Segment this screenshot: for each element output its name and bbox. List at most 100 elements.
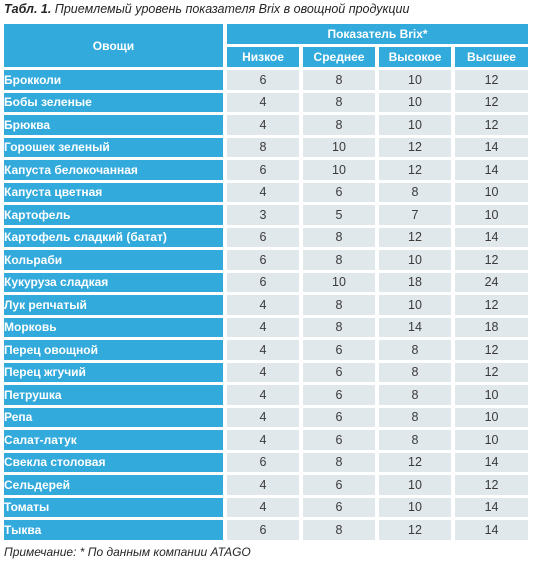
brix-value-medium: 8 bbox=[303, 452, 375, 472]
table-row: Свекла столовая 6 8 12 14 bbox=[4, 452, 529, 472]
level-header-medium: Среднее bbox=[303, 47, 375, 67]
footnote-text: * По данным компании ATAGO bbox=[79, 545, 251, 559]
table-row: Кукуруза сладкая 6 10 18 24 bbox=[4, 272, 529, 292]
table-row: Морковь 4 8 14 18 bbox=[4, 317, 529, 337]
vegetables-header: Овощи bbox=[4, 24, 223, 67]
brix-value-highest: 12 bbox=[455, 340, 529, 360]
table-row: Перец жгучий 4 6 8 12 bbox=[4, 362, 529, 382]
table-row: Брюква 4 8 10 12 bbox=[4, 115, 529, 135]
table-row: Горошек зеленый 8 10 12 14 bbox=[4, 137, 529, 157]
table-row: Бобы зеленые 4 8 10 12 bbox=[4, 92, 529, 112]
brix-value-high: 8 bbox=[379, 362, 451, 382]
table-row: Картофель 3 5 7 10 bbox=[4, 205, 529, 225]
brix-value-low: 4 bbox=[227, 430, 299, 450]
brix-value-highest: 14 bbox=[455, 497, 529, 517]
brix-value-highest: 10 bbox=[455, 430, 529, 450]
vegetable-name: Бобы зеленые bbox=[4, 92, 223, 112]
brix-value-low: 6 bbox=[227, 227, 299, 247]
header-row: Овощи Показатель Brix* bbox=[4, 24, 529, 67]
table-row: Брокколи 6 8 10 12 bbox=[4, 70, 529, 90]
brix-value-low: 4 bbox=[227, 475, 299, 495]
brix-value-highest: 14 bbox=[455, 160, 529, 180]
table-row: Сельдерей 4 6 10 12 bbox=[4, 475, 529, 495]
brix-value-low: 6 bbox=[227, 70, 299, 90]
brix-value-medium: 6 bbox=[303, 385, 375, 405]
vegetable-name: Салат-латук bbox=[4, 430, 223, 450]
table-row: Капуста цветная 4 6 8 10 bbox=[4, 182, 529, 202]
brix-value-low: 4 bbox=[227, 407, 299, 427]
brix-value-high: 10 bbox=[379, 115, 451, 135]
brix-value-low: 6 bbox=[227, 250, 299, 270]
vegetable-name: Горошек зеленый bbox=[4, 137, 223, 157]
brix-value-high: 8 bbox=[379, 182, 451, 202]
brix-value-high: 10 bbox=[379, 92, 451, 112]
brix-value-high: 12 bbox=[379, 452, 451, 472]
brix-value-medium: 8 bbox=[303, 295, 375, 315]
brix-value-high: 12 bbox=[379, 520, 451, 540]
brix-value-low: 4 bbox=[227, 385, 299, 405]
table-header: Овощи Показатель Brix* Низкое Среднее Вы… bbox=[4, 24, 529, 67]
table-row: Лук репчатый 4 8 10 12 bbox=[4, 295, 529, 315]
brix-value-high: 14 bbox=[379, 317, 451, 337]
brix-value-high: 7 bbox=[379, 205, 451, 225]
brix-value-low: 8 bbox=[227, 137, 299, 157]
brix-value-highest: 12 bbox=[455, 295, 529, 315]
brix-value-medium: 6 bbox=[303, 407, 375, 427]
vegetable-name: Петрушка bbox=[4, 385, 223, 405]
brix-value-highest: 10 bbox=[455, 182, 529, 202]
table-row: Петрушка 4 6 8 10 bbox=[4, 385, 529, 405]
vegetable-name: Брюква bbox=[4, 115, 223, 135]
brix-value-medium: 8 bbox=[303, 70, 375, 90]
brix-value-low: 4 bbox=[227, 317, 299, 337]
brix-value-high: 12 bbox=[379, 160, 451, 180]
brix-value-highest: 12 bbox=[455, 70, 529, 90]
level-header-low: Низкое bbox=[227, 47, 299, 67]
vegetable-name: Свекла столовая bbox=[4, 452, 223, 472]
brix-value-low: 4 bbox=[227, 340, 299, 360]
brix-value-highest: 14 bbox=[455, 452, 529, 472]
brix-value-low: 4 bbox=[227, 295, 299, 315]
vegetable-name: Кукуруза сладкая bbox=[4, 272, 223, 292]
brix-value-highest: 12 bbox=[455, 250, 529, 270]
table-caption: Табл. 1. Приемлемый уровень показателя B… bbox=[4, 2, 409, 17]
brix-value-medium: 6 bbox=[303, 475, 375, 495]
brix-value-high: 10 bbox=[379, 70, 451, 90]
table-body: Брокколи 6 8 10 12 Бобы зеленые 4 8 10 12 Брюква 4 8… bbox=[4, 70, 529, 540]
table-caption-label: Табл. 1. bbox=[4, 2, 52, 16]
brix-value-medium: 6 bbox=[303, 340, 375, 360]
brix-value-medium: 8 bbox=[303, 227, 375, 247]
brix-value-low: 6 bbox=[227, 520, 299, 540]
brix-value-medium: 10 bbox=[303, 272, 375, 292]
vegetable-name: Картофель сладкий (батат) bbox=[4, 227, 223, 247]
brix-value-highest: 24 bbox=[455, 272, 529, 292]
level-header-high: Высокое bbox=[379, 47, 451, 67]
brix-value-high: 8 bbox=[379, 385, 451, 405]
brix-value-highest: 14 bbox=[455, 137, 529, 157]
level-header-highest: Высшее bbox=[455, 47, 529, 67]
vegetable-name: Лук репчатый bbox=[4, 295, 223, 315]
brix-value-high: 8 bbox=[379, 340, 451, 360]
brix-value-medium: 8 bbox=[303, 115, 375, 135]
brix-table: Овощи Показатель Brix* Низкое Среднее Вы… bbox=[0, 21, 532, 543]
brix-value-highest: 18 bbox=[455, 317, 529, 337]
brix-value-highest: 10 bbox=[455, 385, 529, 405]
brix-value-low: 4 bbox=[227, 362, 299, 382]
brix-value-low: 6 bbox=[227, 272, 299, 292]
brix-value-medium: 5 bbox=[303, 205, 375, 225]
brix-header: Показатель Brix* bbox=[227, 24, 529, 44]
brix-value-high: 10 bbox=[379, 295, 451, 315]
brix-value-medium: 6 bbox=[303, 497, 375, 517]
brix-value-medium: 10 bbox=[303, 160, 375, 180]
footnote: Примечание: * По данным компании ATAGO bbox=[4, 545, 251, 560]
table-caption-text: Приемлемый уровень показателя Brix в ово… bbox=[54, 2, 410, 16]
brix-value-high: 18 bbox=[379, 272, 451, 292]
brix-value-highest: 12 bbox=[455, 362, 529, 382]
brix-value-highest: 10 bbox=[455, 407, 529, 427]
vegetable-name: Морковь bbox=[4, 317, 223, 337]
vegetable-name: Брокколи bbox=[4, 70, 223, 90]
brix-value-low: 6 bbox=[227, 160, 299, 180]
table-row: Репа 4 6 8 10 bbox=[4, 407, 529, 427]
vegetable-name: Репа bbox=[4, 407, 223, 427]
brix-value-low: 4 bbox=[227, 92, 299, 112]
vegetable-name: Перец овощной bbox=[4, 340, 223, 360]
